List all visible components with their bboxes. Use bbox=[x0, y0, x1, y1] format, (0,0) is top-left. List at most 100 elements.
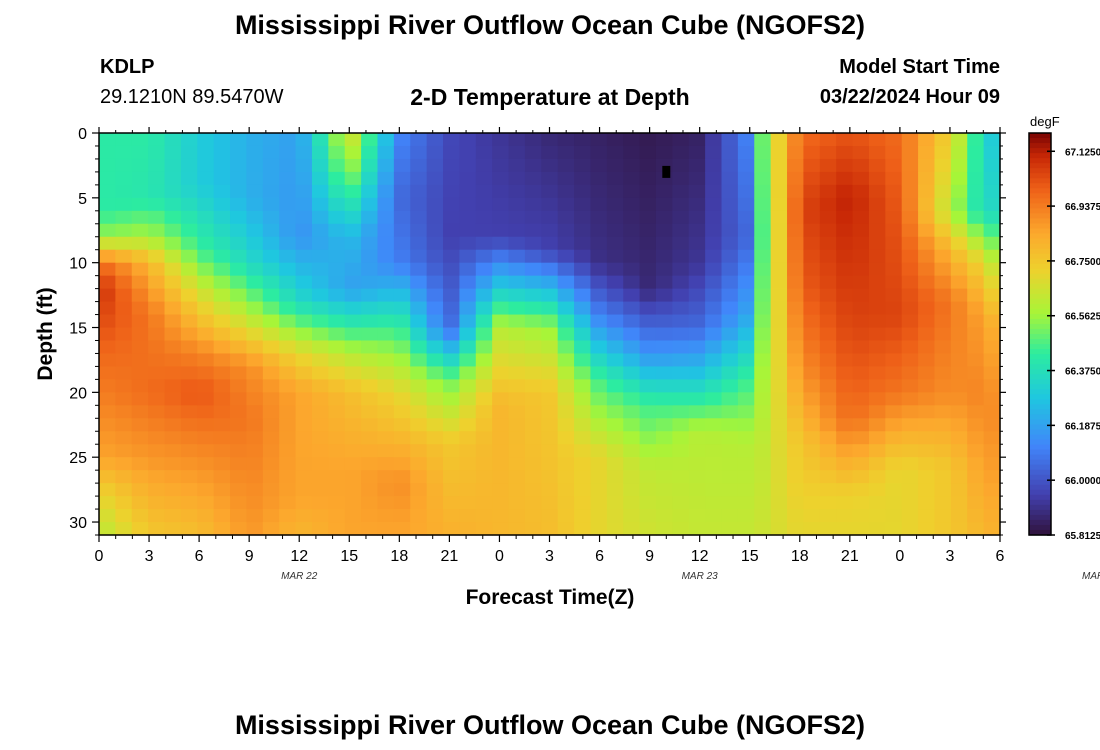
heatmap-cell bbox=[246, 379, 264, 393]
heatmap-cell bbox=[934, 379, 952, 393]
heatmap-cell bbox=[377, 210, 395, 225]
heatmap-cell bbox=[557, 509, 575, 523]
heatmap-cell bbox=[590, 145, 608, 160]
heatmap-cell bbox=[361, 210, 379, 225]
heatmap-cell bbox=[393, 340, 411, 355]
heatmap-cell bbox=[541, 327, 559, 342]
heatmap-cell bbox=[868, 431, 886, 445]
heatmap-cell bbox=[705, 405, 723, 419]
heatmap-cell bbox=[672, 145, 690, 160]
heatmap-cell bbox=[983, 223, 1001, 238]
heatmap-cell bbox=[934, 145, 952, 160]
x-tick-label: 3 bbox=[145, 548, 154, 565]
heatmap-cell bbox=[639, 405, 657, 419]
heatmap-cell bbox=[770, 340, 788, 355]
heatmap-cell bbox=[950, 210, 968, 225]
heatmap-cell bbox=[787, 392, 805, 406]
heatmap-cell bbox=[836, 496, 854, 510]
heatmap-cell bbox=[344, 249, 362, 264]
heatmap-cell bbox=[344, 262, 362, 277]
heatmap-cell bbox=[754, 522, 772, 536]
heatmap-cell bbox=[541, 483, 559, 497]
colorbar-segment bbox=[1029, 524, 1051, 531]
heatmap-cell bbox=[787, 405, 805, 419]
y-tick-label: 0 bbox=[78, 126, 87, 143]
heatmap-cell bbox=[344, 457, 362, 471]
heatmap-cell bbox=[918, 275, 936, 290]
heatmap-cell bbox=[328, 171, 346, 186]
heatmap-cell bbox=[557, 275, 575, 290]
heatmap-cell bbox=[213, 145, 231, 160]
heatmap-cell bbox=[574, 236, 592, 251]
heatmap-cell bbox=[262, 457, 280, 471]
heatmap-cell bbox=[737, 418, 755, 432]
heatmap-cell bbox=[557, 236, 575, 251]
heatmap-cell bbox=[623, 314, 641, 329]
heatmap-cell bbox=[688, 431, 706, 445]
colorbar-segment bbox=[1029, 379, 1051, 385]
heatmap-cell bbox=[148, 288, 166, 303]
heatmap-cell bbox=[213, 197, 231, 212]
heatmap-cell bbox=[99, 262, 116, 277]
heatmap-cell bbox=[623, 470, 641, 484]
heatmap-cell bbox=[803, 275, 821, 290]
heatmap-cell bbox=[295, 184, 313, 199]
heatmap-cell bbox=[836, 314, 854, 329]
heatmap-cell bbox=[868, 145, 886, 160]
heatmap-cell bbox=[574, 353, 592, 368]
heatmap-cell bbox=[279, 470, 297, 484]
heatmap-cell bbox=[967, 522, 985, 536]
heatmap-cell bbox=[967, 405, 985, 419]
heatmap-cell bbox=[557, 470, 575, 484]
heatmap-cell bbox=[180, 366, 198, 380]
heatmap-cell bbox=[115, 483, 133, 497]
heatmap-cell bbox=[508, 522, 526, 536]
heatmap-cell bbox=[606, 457, 624, 471]
heatmap-cell bbox=[836, 405, 854, 419]
heatmap-cell bbox=[180, 405, 198, 419]
heatmap-cell bbox=[574, 171, 592, 186]
heatmap-cell bbox=[934, 353, 952, 368]
heatmap-cell bbox=[983, 379, 1001, 393]
heatmap-cell bbox=[328, 249, 346, 264]
heatmap-cell bbox=[688, 210, 706, 225]
colorbar-segment bbox=[1029, 223, 1051, 230]
heatmap-cell bbox=[148, 392, 166, 406]
heatmap-cell bbox=[344, 431, 362, 445]
heatmap-cell bbox=[623, 210, 641, 225]
heatmap-cell bbox=[262, 470, 280, 484]
colorbar-segment bbox=[1029, 148, 1051, 154]
heatmap-cell bbox=[131, 145, 149, 160]
heatmap-cell bbox=[164, 210, 182, 225]
heatmap-cell bbox=[164, 457, 182, 471]
heatmap-cell bbox=[230, 275, 248, 290]
heatmap-cell bbox=[230, 496, 248, 510]
colorbar-segment bbox=[1029, 253, 1051, 260]
heatmap-cell bbox=[754, 210, 772, 225]
heatmap-cell bbox=[803, 418, 821, 432]
heatmap-cell bbox=[377, 314, 395, 329]
colorbar-segment bbox=[1029, 469, 1051, 476]
heatmap-cell bbox=[623, 275, 641, 290]
heatmap-cell bbox=[148, 509, 166, 523]
y-axis-label: Depth (ft) bbox=[34, 287, 57, 380]
heatmap-cell bbox=[590, 483, 608, 497]
x-tick-label: 6 bbox=[195, 548, 204, 565]
heatmap-cell bbox=[344, 133, 362, 147]
heatmap-cell bbox=[295, 314, 313, 329]
heatmap-cell bbox=[99, 418, 116, 432]
heatmap-cell bbox=[901, 158, 919, 173]
heatmap-cell bbox=[230, 405, 248, 419]
heatmap-cell bbox=[279, 158, 297, 173]
heatmap-cell bbox=[459, 210, 477, 225]
heatmap-cell bbox=[164, 444, 182, 458]
heatmap-cell bbox=[131, 314, 149, 329]
heatmap-cell bbox=[459, 366, 477, 380]
colorbar-segment bbox=[1029, 173, 1051, 179]
x-tick-label: 15 bbox=[340, 548, 358, 565]
heatmap-cell bbox=[377, 366, 395, 380]
colorbar-segment bbox=[1029, 188, 1051, 194]
heatmap-cell bbox=[197, 301, 215, 316]
heatmap-cell bbox=[639, 379, 657, 393]
